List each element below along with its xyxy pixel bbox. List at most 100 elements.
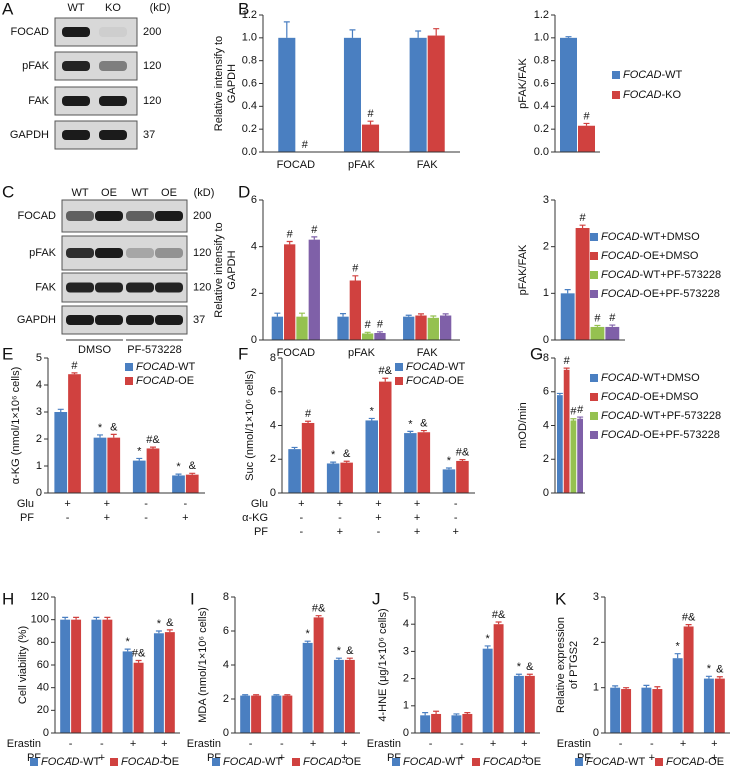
annotation: # bbox=[352, 263, 359, 275]
band bbox=[155, 211, 183, 221]
band bbox=[155, 248, 183, 258]
error-bar bbox=[674, 653, 681, 659]
condition-name: PF bbox=[254, 526, 268, 538]
condition-value: + bbox=[99, 752, 105, 764]
y-tick-label: 0 bbox=[593, 727, 599, 739]
error-bar bbox=[405, 314, 412, 317]
bar bbox=[404, 433, 417, 493]
unit-label: (kD) bbox=[150, 2, 171, 14]
error-bar bbox=[330, 461, 337, 464]
condition-value: - bbox=[249, 738, 253, 750]
error-bar bbox=[298, 312, 305, 317]
annotation: # bbox=[305, 408, 312, 420]
annotation: & bbox=[110, 421, 118, 433]
condition-value: + bbox=[298, 498, 304, 510]
band bbox=[95, 248, 123, 258]
annotation: * bbox=[126, 636, 131, 648]
annotation: # bbox=[365, 319, 372, 331]
bar bbox=[271, 316, 284, 340]
legend-label: FOCAD-WT+DMSO bbox=[601, 372, 700, 384]
y-tick-label: 20 bbox=[37, 704, 49, 716]
condition-value: - bbox=[249, 752, 253, 764]
error-bar bbox=[376, 331, 383, 333]
annotation: #& bbox=[456, 446, 470, 458]
condition-value: - bbox=[144, 512, 148, 524]
y-tick-label: 1.2 bbox=[534, 9, 549, 21]
panel-label: F bbox=[238, 344, 248, 363]
error-bar bbox=[291, 446, 298, 450]
annotation: & bbox=[166, 617, 174, 629]
annotation: # bbox=[570, 406, 577, 418]
legend-label: FOCAD-WT bbox=[41, 756, 101, 768]
legend-swatch bbox=[590, 412, 598, 420]
error-bar bbox=[382, 377, 389, 382]
bar bbox=[683, 626, 694, 733]
x-tick-label: pFAK bbox=[348, 159, 376, 171]
x-tick-label: FAK bbox=[417, 159, 438, 171]
bar bbox=[451, 715, 462, 733]
row-label: FAK bbox=[35, 281, 56, 293]
y-tick-label: 2 bbox=[593, 636, 599, 648]
condition-value: + bbox=[649, 752, 655, 764]
condition-value: - bbox=[184, 498, 188, 510]
band bbox=[99, 61, 127, 71]
error-bar bbox=[643, 684, 650, 688]
y-tick-label: 5 bbox=[36, 352, 42, 364]
legend-label: FOCAD-OE+DMSO bbox=[601, 391, 699, 403]
error-bar bbox=[57, 408, 64, 412]
error-bar bbox=[343, 460, 350, 463]
annotation: # bbox=[577, 404, 584, 416]
legend-swatch bbox=[590, 271, 598, 279]
error-bar bbox=[352, 275, 359, 281]
y-tick-label: 6 bbox=[251, 194, 257, 206]
lane-label: KO bbox=[105, 2, 121, 14]
legend-swatch bbox=[125, 363, 133, 371]
legend-swatch bbox=[612, 91, 620, 99]
error-bar bbox=[274, 312, 281, 317]
error-bar bbox=[654, 686, 661, 690]
error-bar bbox=[415, 30, 422, 38]
bar bbox=[91, 619, 102, 733]
bar bbox=[313, 617, 324, 733]
condition-value: - bbox=[280, 738, 284, 750]
error-bar bbox=[346, 657, 353, 660]
y-tick-label: 8 bbox=[270, 352, 276, 364]
error-bar bbox=[364, 331, 371, 334]
error-bar bbox=[445, 467, 452, 470]
condition-value: - bbox=[69, 752, 73, 764]
error-bar bbox=[311, 236, 318, 240]
condition-value: - bbox=[66, 512, 70, 524]
annotation: # bbox=[377, 319, 384, 331]
error-bar bbox=[515, 673, 522, 676]
x-tick-label: FOCAD bbox=[277, 159, 316, 171]
y-tick-label: 2 bbox=[270, 453, 276, 465]
bar bbox=[301, 422, 315, 493]
condition-value: + bbox=[711, 752, 717, 764]
bar bbox=[524, 675, 535, 733]
y-tick-label: 80 bbox=[37, 636, 49, 648]
bar bbox=[610, 687, 621, 733]
bar bbox=[302, 642, 313, 733]
bar bbox=[462, 713, 473, 733]
y-tick-label: 1 bbox=[593, 682, 599, 694]
bar bbox=[362, 124, 380, 152]
legend-label: FOCAD-OE bbox=[406, 375, 464, 387]
bar bbox=[374, 333, 386, 340]
y-axis-label: 4-HNE (μg/1×10⁶ cells) bbox=[377, 608, 389, 721]
error-bar bbox=[189, 472, 196, 475]
bar bbox=[365, 420, 378, 493]
y-axis-label: MDA (nmol/1×10⁶ cells) bbox=[197, 607, 209, 722]
y-tick-label: 2 bbox=[251, 287, 257, 299]
lane-label: OE bbox=[161, 187, 177, 199]
y-tick-label: 4 bbox=[251, 241, 257, 253]
band bbox=[66, 315, 94, 325]
bar bbox=[153, 633, 164, 733]
band bbox=[62, 61, 90, 71]
band bbox=[62, 96, 90, 106]
condition-value: + bbox=[490, 738, 496, 750]
error-bar bbox=[433, 28, 440, 36]
error-bar bbox=[284, 694, 291, 696]
condition-value: + bbox=[64, 498, 70, 510]
error-bar bbox=[71, 372, 78, 375]
legend-label: FOCAD-WT+DMSO bbox=[601, 231, 700, 243]
